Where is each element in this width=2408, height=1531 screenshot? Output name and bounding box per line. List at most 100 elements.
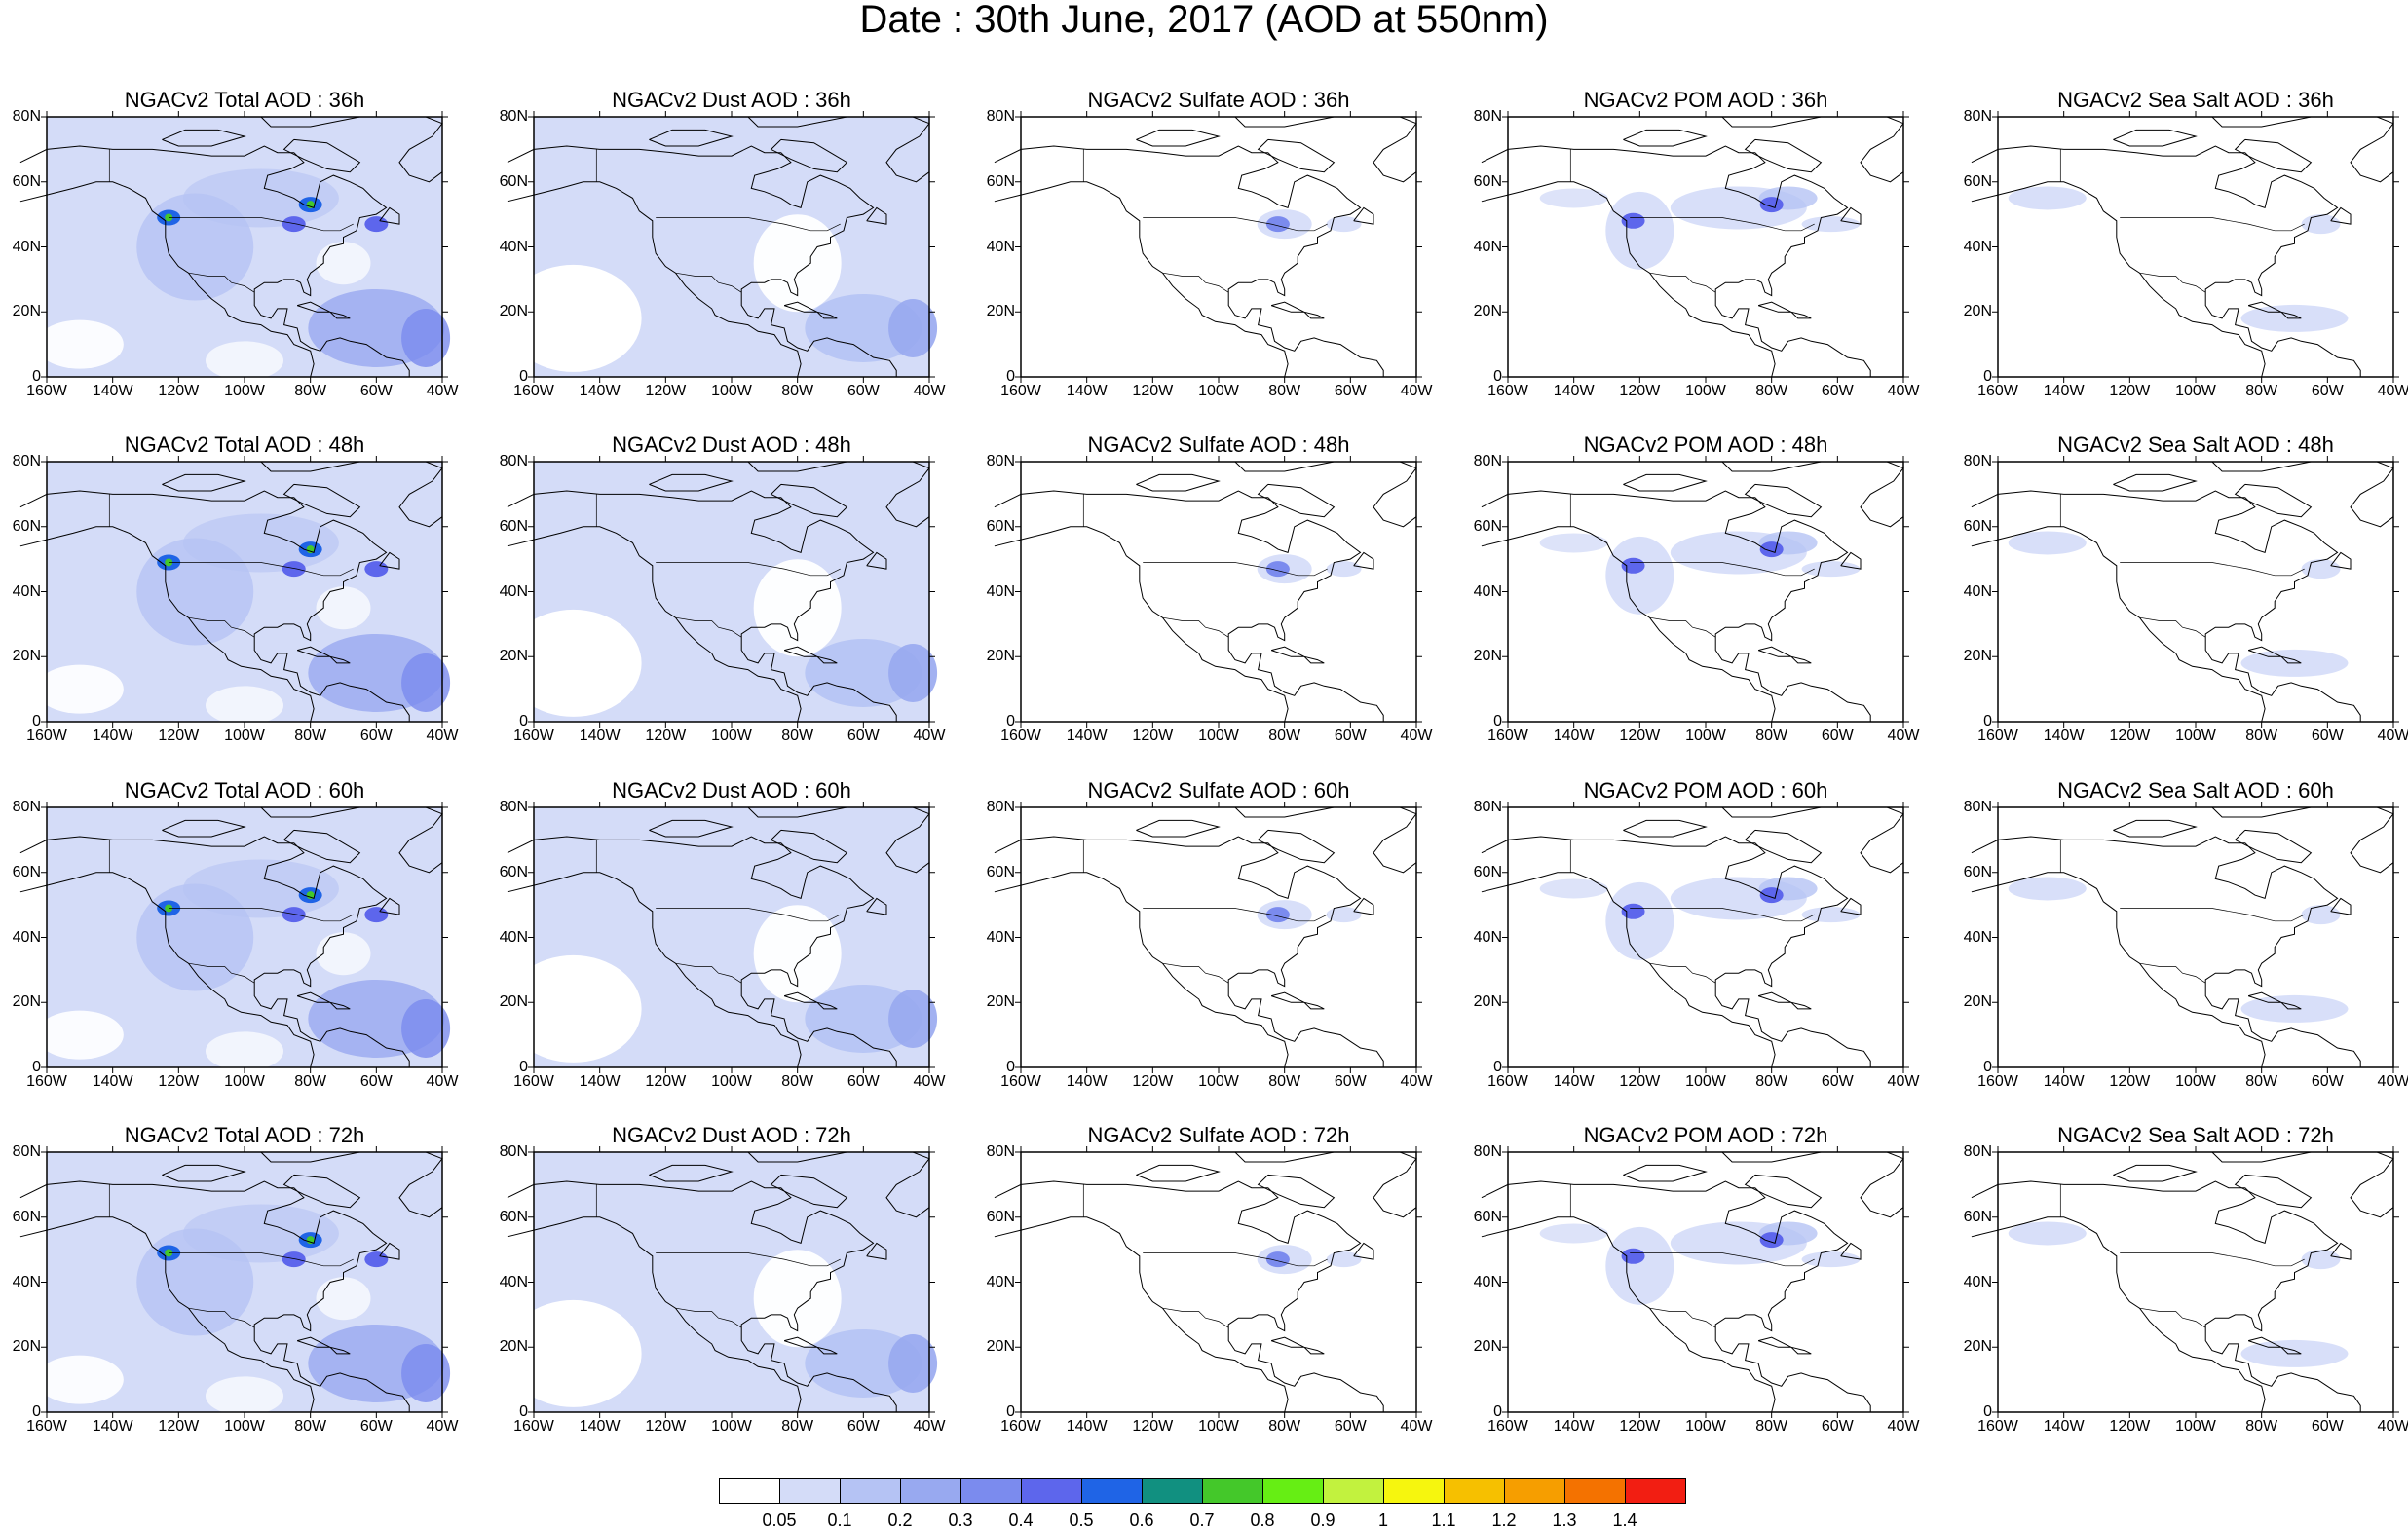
coastline — [1721, 461, 1822, 472]
coastline — [1481, 1180, 1871, 1412]
coastline — [379, 551, 400, 570]
coastline — [1481, 145, 1871, 377]
coastline — [1971, 872, 2266, 1068]
aod-shading — [2301, 214, 2341, 235]
coastline — [1481, 490, 1871, 722]
coastline — [770, 1174, 848, 1209]
lat-label: 0 — [519, 1059, 528, 1075]
lon-label: 140W — [2043, 383, 2085, 399]
coastline — [1744, 829, 1823, 864]
aod-shading — [282, 1251, 306, 1268]
political-border — [1162, 1307, 1229, 1328]
coastline — [783, 301, 818, 313]
lat-label: 40N — [986, 1273, 1015, 1290]
coastline — [507, 1216, 802, 1413]
lon-label: 60W — [1334, 728, 1367, 744]
lat-label: 0 — [1006, 1403, 1015, 1420]
lon-label: 140W — [579, 383, 621, 399]
coastline — [770, 138, 848, 173]
map-panel-seasalt-60h: NGACv2 Sea Salt AOD : 60h 80N 60N 40N 20N 0 16… — [1951, 778, 2408, 1100]
lat-label: 20N — [12, 993, 41, 1011]
aod-shading — [505, 954, 642, 1063]
aod-shading — [753, 214, 842, 313]
coastline — [1790, 311, 1812, 319]
lon-label: 160W — [1977, 1073, 2018, 1090]
aod-shading — [182, 859, 339, 918]
lat-label: 80N — [1473, 799, 1502, 815]
coastline — [162, 819, 246, 838]
aod-shading — [1265, 216, 1290, 233]
panel-title: NGACv2 Sea Salt AOD : 36h — [2057, 88, 2334, 112]
lon-label: 140W — [1066, 383, 1108, 399]
political-border — [169, 1252, 354, 1267]
aod-shading — [1621, 557, 1645, 574]
coastline — [296, 1336, 331, 1348]
coastline — [1757, 646, 1792, 657]
lon-label: 120W — [2109, 1418, 2151, 1435]
coastline — [816, 1346, 838, 1355]
lon-label: 160W — [1977, 383, 2018, 399]
map-plot — [1971, 456, 2399, 728]
aod-shading — [2301, 559, 2341, 579]
coastline — [329, 1346, 351, 1355]
coastline — [1353, 206, 1374, 225]
map-plot — [1971, 1146, 2399, 1418]
aod-shading — [805, 984, 922, 1053]
political-border — [675, 1307, 742, 1328]
lon-label: 120W — [645, 383, 687, 399]
lon-label: 60W — [2311, 1073, 2344, 1090]
political-border — [675, 616, 742, 638]
map-panel-seasalt-36h: NGACv2 Sea Salt AOD : 36h 80N 60N 40N 20N 0 16… — [1951, 88, 2408, 409]
lon-label: 100W — [711, 1073, 752, 1090]
coastline — [1270, 1336, 1305, 1348]
panel-title: NGACv2 Sea Salt AOD : 60h — [2057, 778, 2334, 803]
lon-label: 80W — [781, 1073, 814, 1090]
political-border — [1143, 562, 1328, 577]
coastline — [1303, 1001, 1325, 1010]
map-plot — [19, 802, 451, 1073]
lon-label: 160W — [26, 1073, 67, 1090]
coastline — [783, 1336, 818, 1348]
lon-label: 60W — [1821, 728, 1854, 744]
lat-label: 40N — [986, 582, 1015, 600]
coastline — [649, 1164, 734, 1182]
aod-shading — [1265, 561, 1290, 578]
coastline — [1790, 1001, 1812, 1010]
aod-shading — [753, 905, 842, 1003]
coastline — [1721, 806, 1822, 818]
map-panel-seasalt-48h: NGACv2 Sea Salt AOD : 48h 80N 60N 40N 20N 0 16… — [1951, 432, 2408, 754]
panel-title: NGACv2 Sea Salt AOD : 72h — [2057, 1123, 2334, 1147]
coastline — [1971, 181, 2266, 378]
lon-label: 120W — [158, 383, 200, 399]
coastline — [2280, 1001, 2302, 1010]
coastline — [649, 473, 734, 492]
panel-title: NGACv2 Total AOD : 72h — [124, 1123, 365, 1147]
lon-label: 40W — [1887, 1073, 1920, 1090]
coastline — [1721, 116, 1822, 128]
lon-label: 80W — [294, 383, 327, 399]
panel-title: NGACv2 Total AOD : 36h — [124, 88, 365, 112]
aod-shading — [1621, 212, 1645, 229]
colorbar-label: 0.4 — [1008, 1511, 1034, 1530]
lon-label: 100W — [2175, 728, 2216, 744]
lat-label: 0 — [519, 368, 528, 385]
lat-label: 60N — [986, 863, 1015, 880]
coastline — [1234, 1151, 1335, 1163]
map-plot — [19, 111, 451, 383]
aod-shading — [364, 561, 389, 578]
map-plot — [505, 1146, 938, 1418]
coastline — [2330, 206, 2352, 225]
aod-shading — [1265, 907, 1290, 923]
coastline — [2247, 991, 2282, 1003]
lon-label: 100W — [2175, 383, 2216, 399]
lat-label: 0 — [519, 1403, 528, 1420]
aod-shading — [1801, 907, 1861, 923]
lat-label: 60N — [986, 172, 1015, 190]
map-plot — [1971, 111, 2399, 383]
lon-label: 160W — [1487, 728, 1528, 744]
coastline — [2234, 483, 2313, 518]
lon-label: 160W — [513, 728, 554, 744]
aod-shading — [888, 1333, 938, 1393]
lat-label: 80N — [1963, 453, 1992, 469]
political-border — [675, 962, 742, 984]
